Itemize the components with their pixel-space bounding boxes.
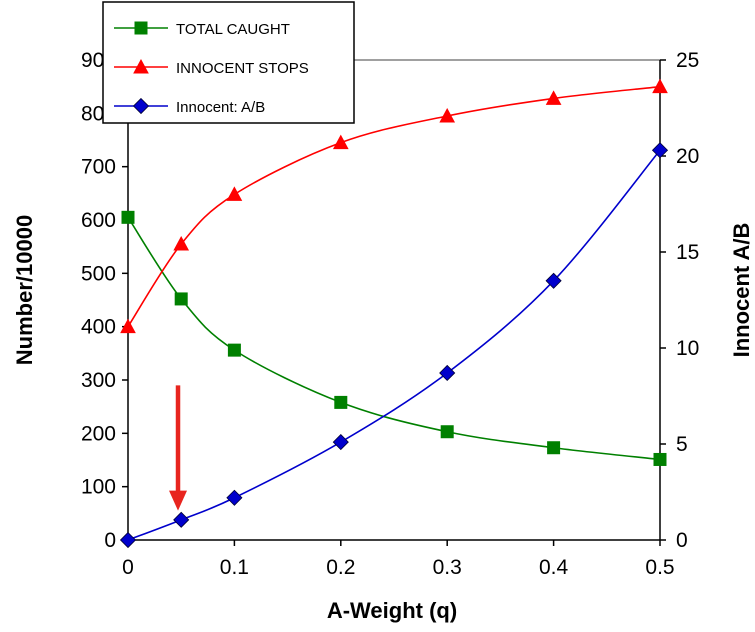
data-point-total-caught [174, 292, 188, 306]
y-axis-title: Number/10000 [12, 215, 37, 365]
data-point-total-caught [653, 452, 667, 466]
y-tick-label: 400 [81, 316, 116, 339]
data-point-total-caught [121, 210, 135, 224]
y-tick-label: 300 [81, 369, 116, 392]
data-point-innocent-a-b [226, 489, 243, 506]
legend-label-innocent-a-b: Innocent: A/B [176, 99, 265, 116]
data-point-innocent-a-b [173, 511, 190, 528]
y2-axis-title: Innocent A/B [729, 223, 754, 358]
y2-tick-label: 25 [676, 49, 699, 72]
series-total-caught [121, 210, 667, 466]
y-tick-label: 100 [81, 476, 116, 499]
y-tick-label: 200 [81, 422, 116, 445]
data-point-innocent-stops [226, 186, 243, 201]
legend-marker-total-caught [134, 21, 148, 35]
annotation-layer [169, 385, 188, 511]
data-point-innocent-a-b [651, 142, 669, 159]
legend-marker-innocent-a-b [132, 97, 150, 115]
x-axis-title: A-Weight (q) [327, 598, 457, 623]
data-point-innocent-stops [439, 107, 456, 123]
y2-tick-label: 15 [676, 241, 699, 264]
y-tick-label: 700 [81, 156, 116, 179]
data-point-innocent-a-b [332, 434, 349, 451]
x-tick-label: 0.2 [326, 556, 355, 579]
data-point-innocent-stops [332, 134, 349, 150]
y2-tick-label: 5 [676, 433, 688, 456]
y2-tick-label: 0 [676, 529, 688, 552]
y2-tick-label: 10 [676, 337, 699, 360]
y2-tick-label: 20 [676, 145, 699, 168]
data-point-innocent-a-b [545, 272, 562, 289]
data-point-innocent-stops [120, 318, 136, 334]
series-innocent-stops [120, 78, 668, 334]
legend-label-innocent-stops: INNOCENT STOPS [176, 60, 309, 77]
data-point-innocent-a-b [439, 364, 456, 382]
legend-label-total-caught: TOTAL CAUGHT [176, 21, 290, 38]
series-layer [119, 78, 669, 549]
series-line-innocent-a-b [127, 149, 661, 541]
data-point-innocent-stops [173, 235, 190, 251]
x-tick-label: 0.3 [433, 556, 462, 579]
x-tick-label: 0.1 [220, 556, 249, 579]
y-tick-label: 600 [81, 209, 116, 232]
legend-marker-innocent-stops [133, 58, 149, 74]
x-tick-label: 0 [122, 556, 134, 579]
data-point-total-caught [227, 343, 241, 357]
axes [122, 59, 666, 546]
x-tick-label: 0.5 [645, 556, 674, 579]
data-point-total-caught [334, 395, 348, 409]
x-tick-label: 0.4 [539, 556, 569, 579]
data-point-total-caught [547, 441, 561, 455]
legend: TOTAL CAUGHT INNOCENT STOPS Innocent: A/B [102, 1, 355, 124]
data-point-innocent-stops [652, 78, 668, 94]
y-tick-label: 0 [104, 529, 116, 552]
series-line-total-caught [127, 216, 661, 461]
data-point-total-caught [440, 425, 454, 439]
data-point-innocent-stops [545, 90, 562, 105]
arrow-head [169, 490, 188, 511]
series-innocent-a-b [119, 142, 669, 549]
y-tick-label: 500 [81, 262, 116, 285]
data-point-innocent-a-b [119, 531, 137, 549]
